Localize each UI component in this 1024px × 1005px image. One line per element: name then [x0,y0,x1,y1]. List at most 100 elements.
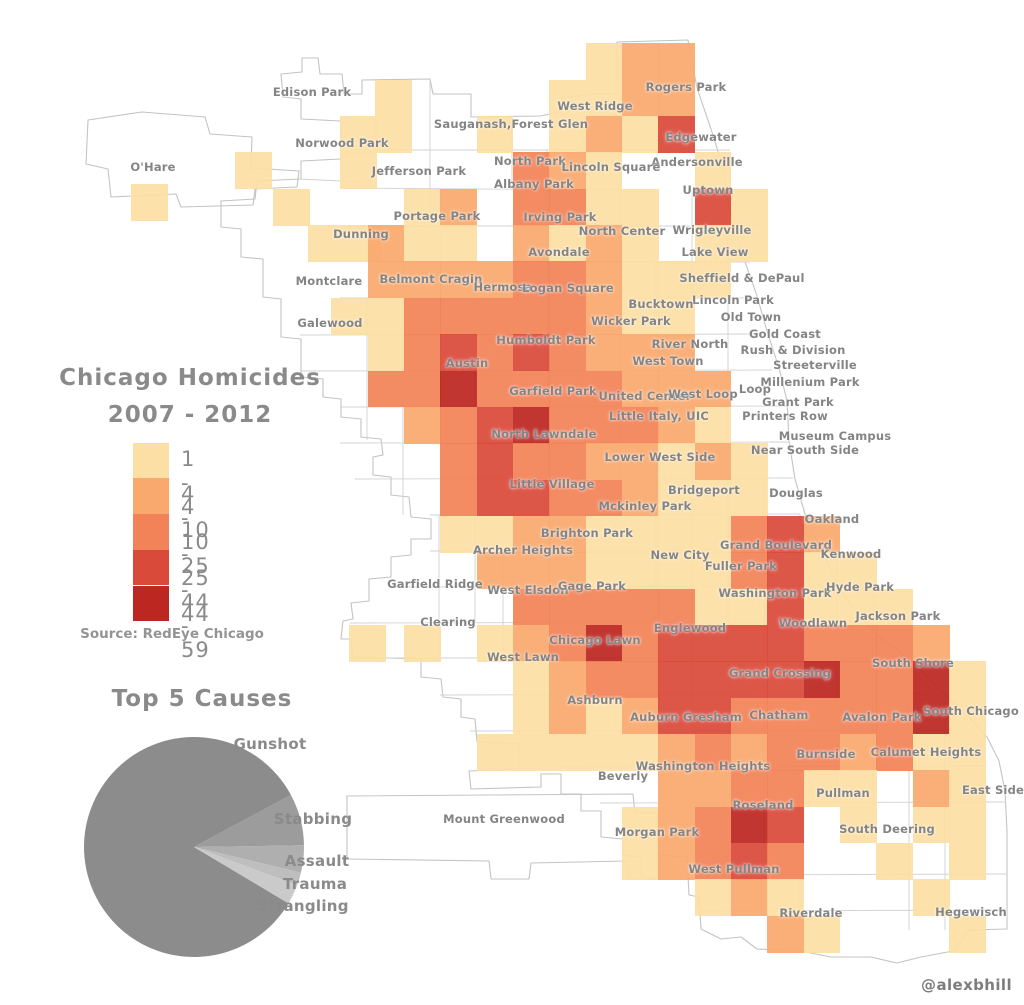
heat-cell [658,116,696,153]
heat-cell [694,443,732,480]
heat-cell [585,225,623,262]
heat-cell [476,370,514,408]
heat-cell [440,261,477,299]
neighborhood-label: Museum Campus [778,429,892,443]
neighborhood-label: Washington Heights [635,759,771,773]
heat-cell [767,806,805,844]
neighborhood-label: West Elsdon [487,583,569,597]
heat-cell [549,515,587,553]
heat-cell [803,624,841,662]
heat-cell [512,734,550,771]
heat-cell [767,770,805,808]
legend-swatch [133,514,169,550]
map-title-line1: Chicago Homicides [59,365,321,391]
heat-cell [272,188,310,226]
pie-slice-stabbing [194,794,304,847]
heat-cell [694,225,732,262]
heat-cell [512,697,550,735]
heat-cell [621,188,659,226]
heat-cell [440,443,477,480]
heat-cell [767,624,805,662]
neighborhood-label: Wrigleyville [672,223,752,237]
heat-cell [512,297,550,335]
heat-cell [585,43,623,81]
heat-cell [658,661,696,699]
neighborhood-label: Chatham [749,708,809,722]
heat-cell [549,588,587,626]
neighborhood-label: Pullman [816,786,870,800]
neighborhood-label: Galewood [297,316,363,330]
neighborhood-label: Edison Park [272,85,352,99]
neighborhood-label: Grand Crossing [728,666,832,680]
heat-cell [585,588,623,626]
heat-cell [840,624,877,662]
neighborhood-label: Jackson Park [855,609,941,623]
heat-cell [912,697,950,735]
heat-cell [694,697,732,735]
heat-cell [512,661,550,699]
heat-cell [621,661,659,699]
heat-cell [621,806,659,844]
heat-cell [876,843,914,880]
heat-cell [658,588,696,626]
map-title-line2: 2007 - 2012 [107,402,273,428]
neighborhood-label: Lower West Side [604,450,716,464]
heat-cell [549,406,587,444]
heat-cell [658,734,696,771]
heat-cell [803,661,841,699]
heat-cell [731,188,768,226]
heat-cell [912,806,950,844]
neighborhood-label: Humboldt Park [496,333,596,347]
heat-cell [331,297,368,335]
neighborhood-label: Near South Side [750,443,860,457]
heat-cell [694,843,732,880]
neighborhood-label: Clearing [420,615,476,629]
heat-cell [549,734,587,771]
neighborhood-label: West Lawn [486,650,560,664]
source-credit: Source: RedEye Chicago [80,626,264,642]
heat-cell [658,370,696,408]
neighborhood-label: Hegewisch [935,905,1007,919]
neighborhood-label: West Pullman [688,862,780,876]
heat-cell [403,225,441,262]
pie-label: Trauma [282,875,348,893]
neighborhood-label: North Center [578,224,666,238]
heat-cell [731,734,768,771]
heat-cell [549,261,587,299]
heat-cell [621,443,659,480]
heat-cell [585,152,623,190]
heat-cell [403,624,441,662]
legend-swatch [133,442,169,479]
heat-cell [621,734,659,771]
heat-cell [234,152,272,190]
heat-cell [694,406,732,444]
heat-cell [949,697,986,735]
neighborhood-label: Austin [445,356,489,370]
neighborhood-label: O'Hare [130,160,176,174]
heat-cell [585,406,623,444]
heat-cell [658,479,696,517]
heat-cell [621,297,659,335]
heat-cell [621,406,659,444]
neighborhood-label: South Shore [871,656,955,670]
legend-range-label: 4 - 10 [181,482,210,555]
heat-cell [694,188,732,226]
neighborhood-label: Lincoln Park [692,293,774,307]
pie-slice-gunshot [84,736,291,957]
neighborhood-label: Bucktown [628,297,694,311]
heat-cell [621,225,659,262]
neighborhood-label: Logan Square [522,281,614,295]
pie-label: Stabbing [273,810,353,828]
heat-cell [476,515,514,553]
heat-cell [476,334,514,371]
neighborhood-label: Fuller Park [704,559,778,573]
neighborhood-label: Wicker Park [591,314,671,328]
neighborhood-label: United Center [598,389,692,403]
neighborhood-label: Avalon Park [842,710,922,724]
heat-cell [803,515,841,553]
neighborhood-label: Old Town [720,310,782,324]
heat-cell [549,297,587,335]
heat-cell [585,188,623,226]
heat-cell [658,843,696,880]
heat-cell [549,443,587,480]
